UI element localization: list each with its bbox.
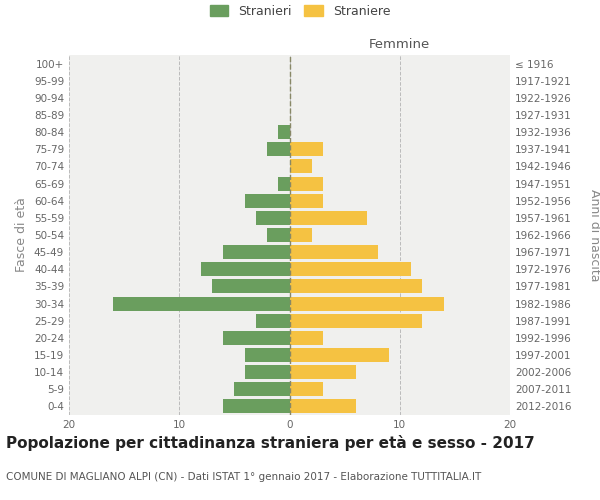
Bar: [290, 245, 378, 259]
Bar: [290, 176, 323, 190]
Bar: [278, 176, 290, 190]
Bar: [256, 314, 290, 328]
Legend: Stranieri, Straniere: Stranieri, Straniere: [205, 0, 395, 23]
Bar: [290, 211, 367, 225]
Bar: [290, 280, 422, 293]
Bar: [278, 125, 290, 139]
Bar: [290, 142, 323, 156]
Text: Popolazione per cittadinanza straniera per età e sesso - 2017: Popolazione per cittadinanza straniera p…: [6, 435, 535, 451]
Bar: [268, 142, 290, 156]
Bar: [290, 331, 323, 345]
Bar: [245, 194, 290, 207]
Text: Femmine: Femmine: [369, 38, 430, 52]
Bar: [290, 194, 323, 207]
Bar: [290, 400, 356, 413]
Bar: [212, 280, 290, 293]
Bar: [290, 262, 411, 276]
Bar: [290, 365, 356, 379]
Bar: [223, 400, 290, 413]
Y-axis label: Fasce di età: Fasce di età: [16, 198, 28, 272]
Bar: [245, 365, 290, 379]
Bar: [245, 348, 290, 362]
Y-axis label: Anni di nascita: Anni di nascita: [588, 188, 600, 281]
Bar: [113, 296, 290, 310]
Bar: [290, 382, 323, 396]
Bar: [290, 160, 311, 173]
Bar: [290, 296, 444, 310]
Bar: [290, 228, 311, 242]
Bar: [202, 262, 290, 276]
Bar: [223, 245, 290, 259]
Bar: [290, 314, 422, 328]
Text: COMUNE DI MAGLIANO ALPI (CN) - Dati ISTAT 1° gennaio 2017 - Elaborazione TUTTITA: COMUNE DI MAGLIANO ALPI (CN) - Dati ISTA…: [6, 472, 481, 482]
Bar: [256, 211, 290, 225]
Bar: [235, 382, 290, 396]
Bar: [290, 348, 389, 362]
Bar: [268, 228, 290, 242]
Bar: [223, 331, 290, 345]
